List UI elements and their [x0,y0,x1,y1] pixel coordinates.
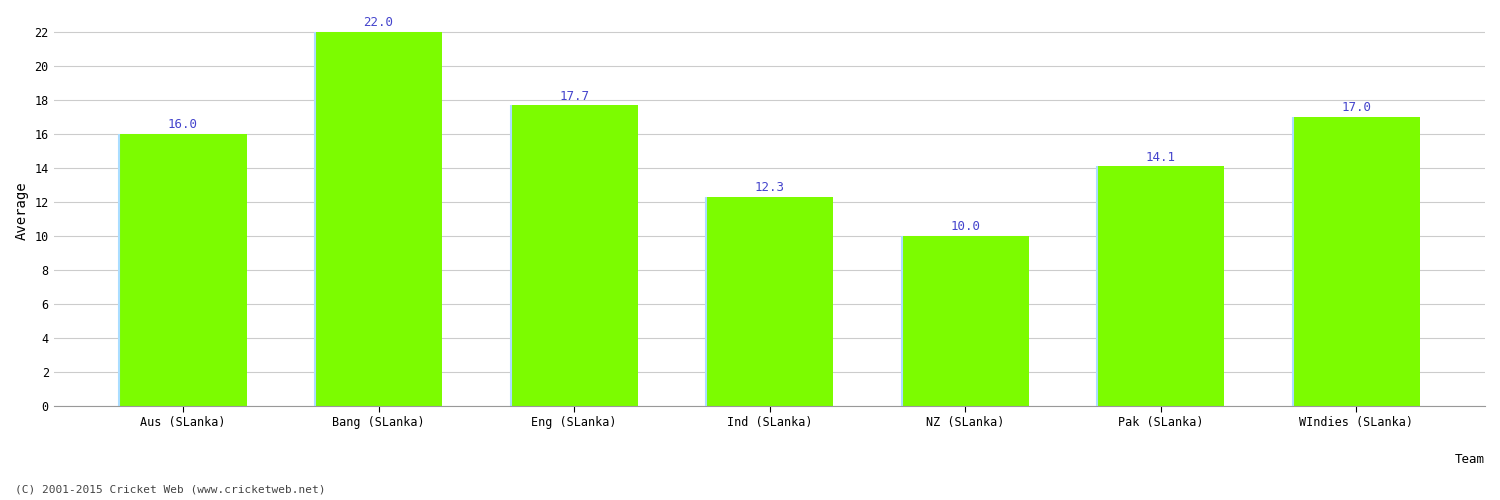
Bar [706,197,833,406]
Bar [902,236,1029,406]
Text: (C) 2001-2015 Cricket Web (www.cricketweb.net): (C) 2001-2015 Cricket Web (www.cricketwe… [15,485,326,495]
Text: 17.0: 17.0 [1341,102,1371,114]
Bar [510,105,638,406]
Y-axis label: Average: Average [15,181,28,240]
Text: 17.7: 17.7 [560,90,590,102]
Bar [315,32,442,406]
Text: 10.0: 10.0 [951,220,981,234]
Text: 22.0: 22.0 [363,16,393,30]
Bar [120,134,246,406]
Text: 16.0: 16.0 [168,118,198,132]
Text: 14.1: 14.1 [1146,150,1176,164]
Text: 12.3: 12.3 [754,182,784,194]
Bar [1293,117,1420,406]
Text: Team: Team [1455,452,1485,466]
Bar [1098,166,1224,406]
